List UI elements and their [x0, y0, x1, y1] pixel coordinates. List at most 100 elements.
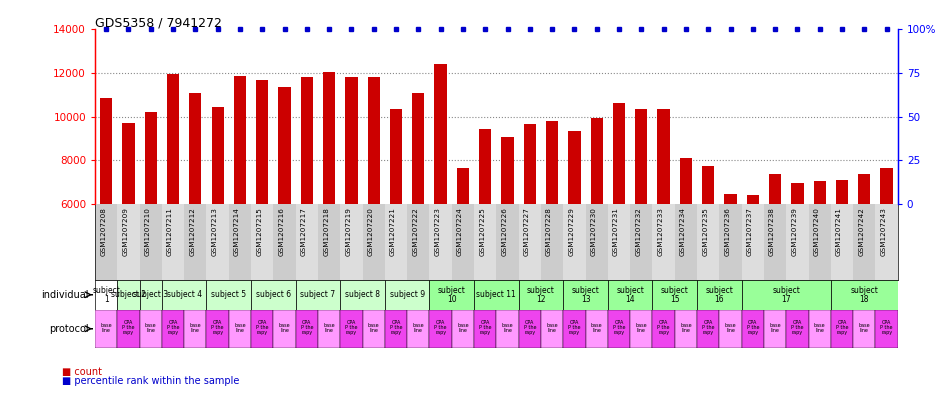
Text: GSM1207233: GSM1207233: [657, 208, 664, 256]
Bar: [853, 204, 876, 280]
Text: CPA
P the
rapy: CPA P the rapy: [123, 321, 135, 336]
Text: base
line: base line: [546, 323, 558, 333]
Bar: [876, 310, 898, 348]
Bar: [881, 168, 893, 204]
Bar: [385, 310, 408, 348]
Bar: [630, 204, 653, 280]
Bar: [123, 123, 135, 204]
Text: GSM1207224: GSM1207224: [457, 208, 463, 256]
Bar: [474, 204, 496, 280]
Bar: [340, 280, 385, 310]
Bar: [474, 310, 496, 348]
Bar: [630, 310, 653, 348]
Bar: [653, 204, 674, 280]
Text: GSM1207230: GSM1207230: [591, 208, 597, 256]
Text: protocol: protocol: [48, 324, 88, 334]
Bar: [457, 168, 469, 204]
Text: GSM1207220: GSM1207220: [368, 208, 373, 256]
Bar: [295, 204, 318, 280]
Bar: [791, 183, 804, 204]
Text: base
line: base line: [680, 323, 692, 333]
Bar: [836, 180, 848, 204]
Text: CPA
P the
rapy: CPA P the rapy: [568, 321, 580, 336]
Text: GSM1207235: GSM1207235: [702, 208, 708, 256]
Bar: [301, 77, 313, 204]
Bar: [206, 204, 229, 280]
Bar: [206, 310, 229, 348]
Bar: [719, 204, 742, 280]
Text: GSM1207218: GSM1207218: [323, 208, 329, 256]
Bar: [742, 204, 764, 280]
Bar: [140, 280, 162, 310]
Text: CPA
P the
rapy: CPA P the rapy: [836, 321, 848, 336]
Text: GSM1207237: GSM1207237: [747, 208, 752, 256]
Bar: [278, 87, 291, 204]
Bar: [184, 204, 206, 280]
Bar: [162, 204, 184, 280]
Text: GSM1207240: GSM1207240: [814, 208, 820, 256]
Bar: [747, 195, 759, 204]
Text: GSM1207215: GSM1207215: [256, 208, 262, 256]
Bar: [184, 310, 206, 348]
Text: GSM1207236: GSM1207236: [725, 208, 731, 256]
Text: CPA
P the
rapy: CPA P the rapy: [300, 321, 314, 336]
Text: GSM1207234: GSM1207234: [680, 208, 686, 256]
Bar: [697, 310, 719, 348]
Bar: [206, 280, 251, 310]
Text: GSM1207219: GSM1207219: [346, 208, 352, 256]
Bar: [408, 310, 429, 348]
Bar: [764, 204, 787, 280]
Text: GSM1207242: GSM1207242: [858, 208, 864, 256]
Bar: [674, 310, 697, 348]
Text: CPA
P the
rapy: CPA P the rapy: [613, 321, 625, 336]
Bar: [519, 310, 541, 348]
Bar: [719, 310, 742, 348]
Bar: [318, 310, 340, 348]
Bar: [608, 204, 630, 280]
Text: base
line: base line: [725, 323, 736, 333]
Bar: [274, 204, 295, 280]
Bar: [680, 158, 692, 204]
Text: GSM1207227: GSM1207227: [523, 208, 530, 256]
Bar: [502, 137, 514, 204]
Bar: [295, 310, 318, 348]
Bar: [787, 310, 808, 348]
Bar: [323, 72, 335, 204]
Text: CPA
P the
rapy: CPA P the rapy: [881, 321, 893, 336]
Bar: [608, 280, 653, 310]
Text: subject 11: subject 11: [477, 290, 516, 299]
Bar: [702, 165, 714, 204]
Text: GSM1207217: GSM1207217: [301, 208, 307, 256]
Bar: [546, 121, 559, 204]
Bar: [189, 93, 201, 204]
Bar: [251, 280, 295, 310]
Text: subject
12: subject 12: [527, 286, 555, 304]
Bar: [831, 310, 853, 348]
Text: CPA
P the
rapy: CPA P the rapy: [167, 321, 180, 336]
Bar: [474, 280, 519, 310]
Text: ■ count: ■ count: [62, 367, 102, 377]
Bar: [563, 204, 585, 280]
Bar: [496, 204, 519, 280]
Text: base
line: base line: [636, 323, 647, 333]
Text: GDS5358 / 7941272: GDS5358 / 7941272: [95, 17, 222, 29]
Bar: [117, 280, 140, 310]
Text: subject 2: subject 2: [111, 290, 146, 299]
Text: CPA
P the
rapy: CPA P the rapy: [523, 321, 536, 336]
Bar: [764, 310, 787, 348]
Bar: [340, 310, 363, 348]
Bar: [318, 204, 340, 280]
Text: GSM1207212: GSM1207212: [189, 208, 196, 256]
Bar: [876, 204, 898, 280]
Bar: [479, 129, 491, 204]
Bar: [363, 310, 385, 348]
Text: ■ percentile rank within the sample: ■ percentile rank within the sample: [62, 376, 239, 386]
Bar: [274, 310, 295, 348]
Text: CPA
P the
rapy: CPA P the rapy: [212, 321, 224, 336]
Text: GSM1207222: GSM1207222: [412, 208, 418, 256]
Bar: [813, 181, 826, 204]
Text: GSM1207231: GSM1207231: [613, 208, 619, 256]
Text: subject
16: subject 16: [706, 286, 733, 304]
Text: GSM1207208: GSM1207208: [100, 208, 106, 256]
Bar: [385, 204, 408, 280]
